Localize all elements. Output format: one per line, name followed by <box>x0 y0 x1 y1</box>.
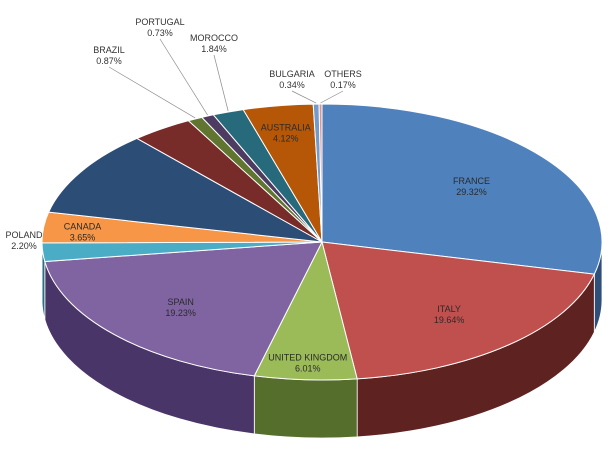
slice-label-morocco: MOROCCO 1.84% <box>190 33 238 54</box>
slice-label-united-kingdom: UNITED KINGDOM 6.01% <box>268 352 347 373</box>
leader-line-bulgaria <box>291 90 317 104</box>
slice-label-australia: AUSTRALIA 4.12% <box>261 122 311 143</box>
slice-label-france: FRANCE 29.32% <box>453 176 490 197</box>
slice-label-spain: SPAIN 19.23% <box>165 297 196 318</box>
slice-label-canada: CANADA 3.65% <box>64 221 102 242</box>
slice-label-others: OTHERS 0.17% <box>324 69 362 90</box>
slice-unlabeled-6 <box>47 137 323 243</box>
leader-line-brazil <box>108 66 196 119</box>
slice-side-united-kingdom <box>253 375 358 439</box>
slice-label-bulgaria: BULGARIA 0.34% <box>269 69 315 90</box>
slice-label-brazil: BRAZIL 0.87% <box>93 45 125 66</box>
slice-italy <box>321 241 596 380</box>
leader-line-portugal <box>159 38 208 116</box>
slice-label-portugal: PORTUGAL 0.73% <box>135 17 184 38</box>
leader-line-others <box>320 90 344 104</box>
pie-top-layer <box>41 103 603 381</box>
pie-depth-layer <box>41 241 603 439</box>
leader-lines <box>108 38 344 119</box>
leader-line-morocco <box>213 54 229 112</box>
slice-spain <box>44 241 323 377</box>
slice-france <box>321 103 603 275</box>
slice-label-italy: ITALY 19.64% <box>434 304 465 325</box>
slice-others <box>318 103 323 243</box>
slice-label-poland: POLAND 2.20% <box>5 230 43 251</box>
slice-labels: FRANCE 29.32% ITALY 19.64% UNITED KINGDOM 6.0… <box>5 17 490 373</box>
